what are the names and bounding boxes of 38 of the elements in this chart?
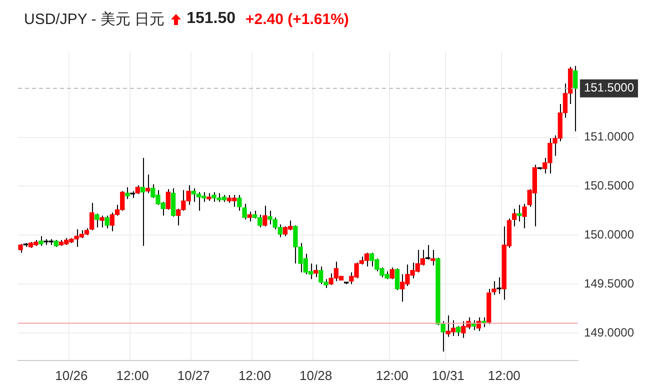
candlestick [100, 215, 104, 228]
x-tick-label: 12:00 [376, 368, 408, 383]
candlestick [512, 208, 517, 227]
x-tick-label: 12:00 [238, 368, 271, 383]
candlestick [140, 157, 146, 246]
x-tick-label: 10/27 [177, 368, 210, 383]
x-tick-label: 12:00 [488, 368, 520, 383]
y-tick-label: 151.0000 [584, 130, 634, 144]
x-tick-label: 10/31 [432, 368, 464, 383]
candlestick [104, 215, 110, 229]
x-tick-label: 10/26 [55, 368, 88, 383]
candlestick [237, 194, 242, 212]
candlestick [390, 266, 394, 280]
candlestick [394, 268, 400, 290]
candlestick [242, 203, 247, 220]
y-tick-label: 149.5000 [584, 276, 634, 290]
candlestick [517, 204, 522, 222]
y-tick-label: 150.0000 [584, 227, 634, 242]
candlestick [262, 205, 268, 227]
x-tick-label: 12:00 [116, 368, 149, 383]
candlestick [170, 188, 176, 218]
text: +2.40 (+1.61%) [246, 10, 349, 28]
ref-line-label: 151.5000 [584, 80, 634, 95]
candlestick [522, 203, 527, 229]
candlestick [456, 326, 461, 336]
candlestick [496, 276, 502, 294]
x-tick-label: 10/28 [300, 368, 332, 383]
chart-title: USD/JPY - 美元 日元 [24, 10, 165, 28]
candlestick [145, 174, 150, 194]
y-tick-label: 149.0000 [584, 325, 634, 340]
candlestick [313, 264, 318, 278]
y-tick-label: 150.5000 [584, 178, 634, 193]
candlestick [166, 188, 170, 210]
candlestick [89, 202, 94, 231]
candlestick [573, 65, 578, 132]
candlestick [94, 213, 100, 228]
candlestick [247, 211, 252, 222]
text: 151.50 [186, 10, 236, 28]
